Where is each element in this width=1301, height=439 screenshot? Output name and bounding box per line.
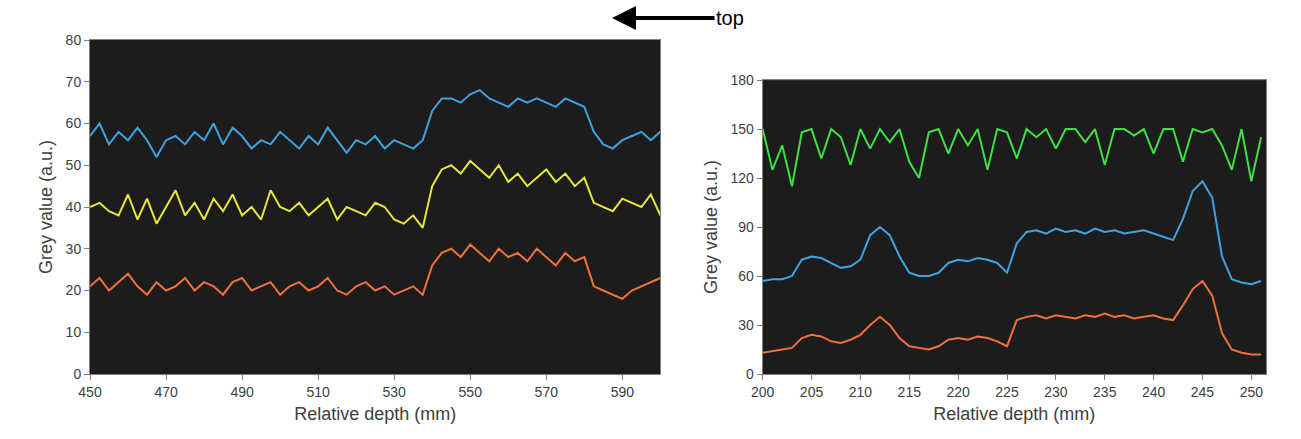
svg-text:Relative depth (mm): Relative depth (mm) xyxy=(294,404,456,424)
svg-text:210: 210 xyxy=(849,384,873,400)
svg-text:70: 70 xyxy=(66,74,82,90)
svg-text:Grey value (a.u.): Grey value (a.u.) xyxy=(36,140,56,274)
svg-text:Grey value (a.u.): Grey value (a.u.) xyxy=(701,160,721,294)
svg-text:150: 150 xyxy=(731,121,755,137)
svg-text:510: 510 xyxy=(306,384,330,400)
svg-text:120: 120 xyxy=(731,170,755,186)
svg-text:240: 240 xyxy=(1142,384,1166,400)
svg-text:40: 40 xyxy=(66,199,82,215)
svg-text:20: 20 xyxy=(66,282,82,298)
svg-text:0: 0 xyxy=(746,366,754,382)
svg-text:530: 530 xyxy=(383,384,407,400)
svg-text:Relative depth (mm): Relative depth (mm) xyxy=(933,404,1095,424)
svg-text:50: 50 xyxy=(66,157,82,173)
svg-text:220: 220 xyxy=(946,384,970,400)
svg-text:205: 205 xyxy=(800,384,824,400)
svg-text:235: 235 xyxy=(1093,384,1117,400)
svg-text:230: 230 xyxy=(1044,384,1068,400)
svg-text:550: 550 xyxy=(459,384,483,400)
svg-text:245: 245 xyxy=(1191,384,1215,400)
svg-text:10: 10 xyxy=(66,324,82,340)
svg-text:225: 225 xyxy=(995,384,1019,400)
svg-text:590: 590 xyxy=(611,384,635,400)
svg-text:570: 570 xyxy=(535,384,559,400)
svg-text:60: 60 xyxy=(66,115,82,131)
svg-text:470: 470 xyxy=(154,384,178,400)
svg-text:top: top xyxy=(716,7,744,29)
svg-text:200: 200 xyxy=(751,384,775,400)
svg-text:215: 215 xyxy=(898,384,922,400)
svg-text:250: 250 xyxy=(1240,384,1264,400)
svg-text:80: 80 xyxy=(66,32,82,48)
svg-text:30: 30 xyxy=(66,241,82,257)
svg-text:60: 60 xyxy=(738,268,754,284)
svg-text:30: 30 xyxy=(738,317,754,333)
svg-text:90: 90 xyxy=(738,219,754,235)
svg-text:0: 0 xyxy=(73,366,81,382)
svg-text:180: 180 xyxy=(731,72,755,88)
svg-text:450: 450 xyxy=(78,384,102,400)
svg-text:490: 490 xyxy=(230,384,254,400)
